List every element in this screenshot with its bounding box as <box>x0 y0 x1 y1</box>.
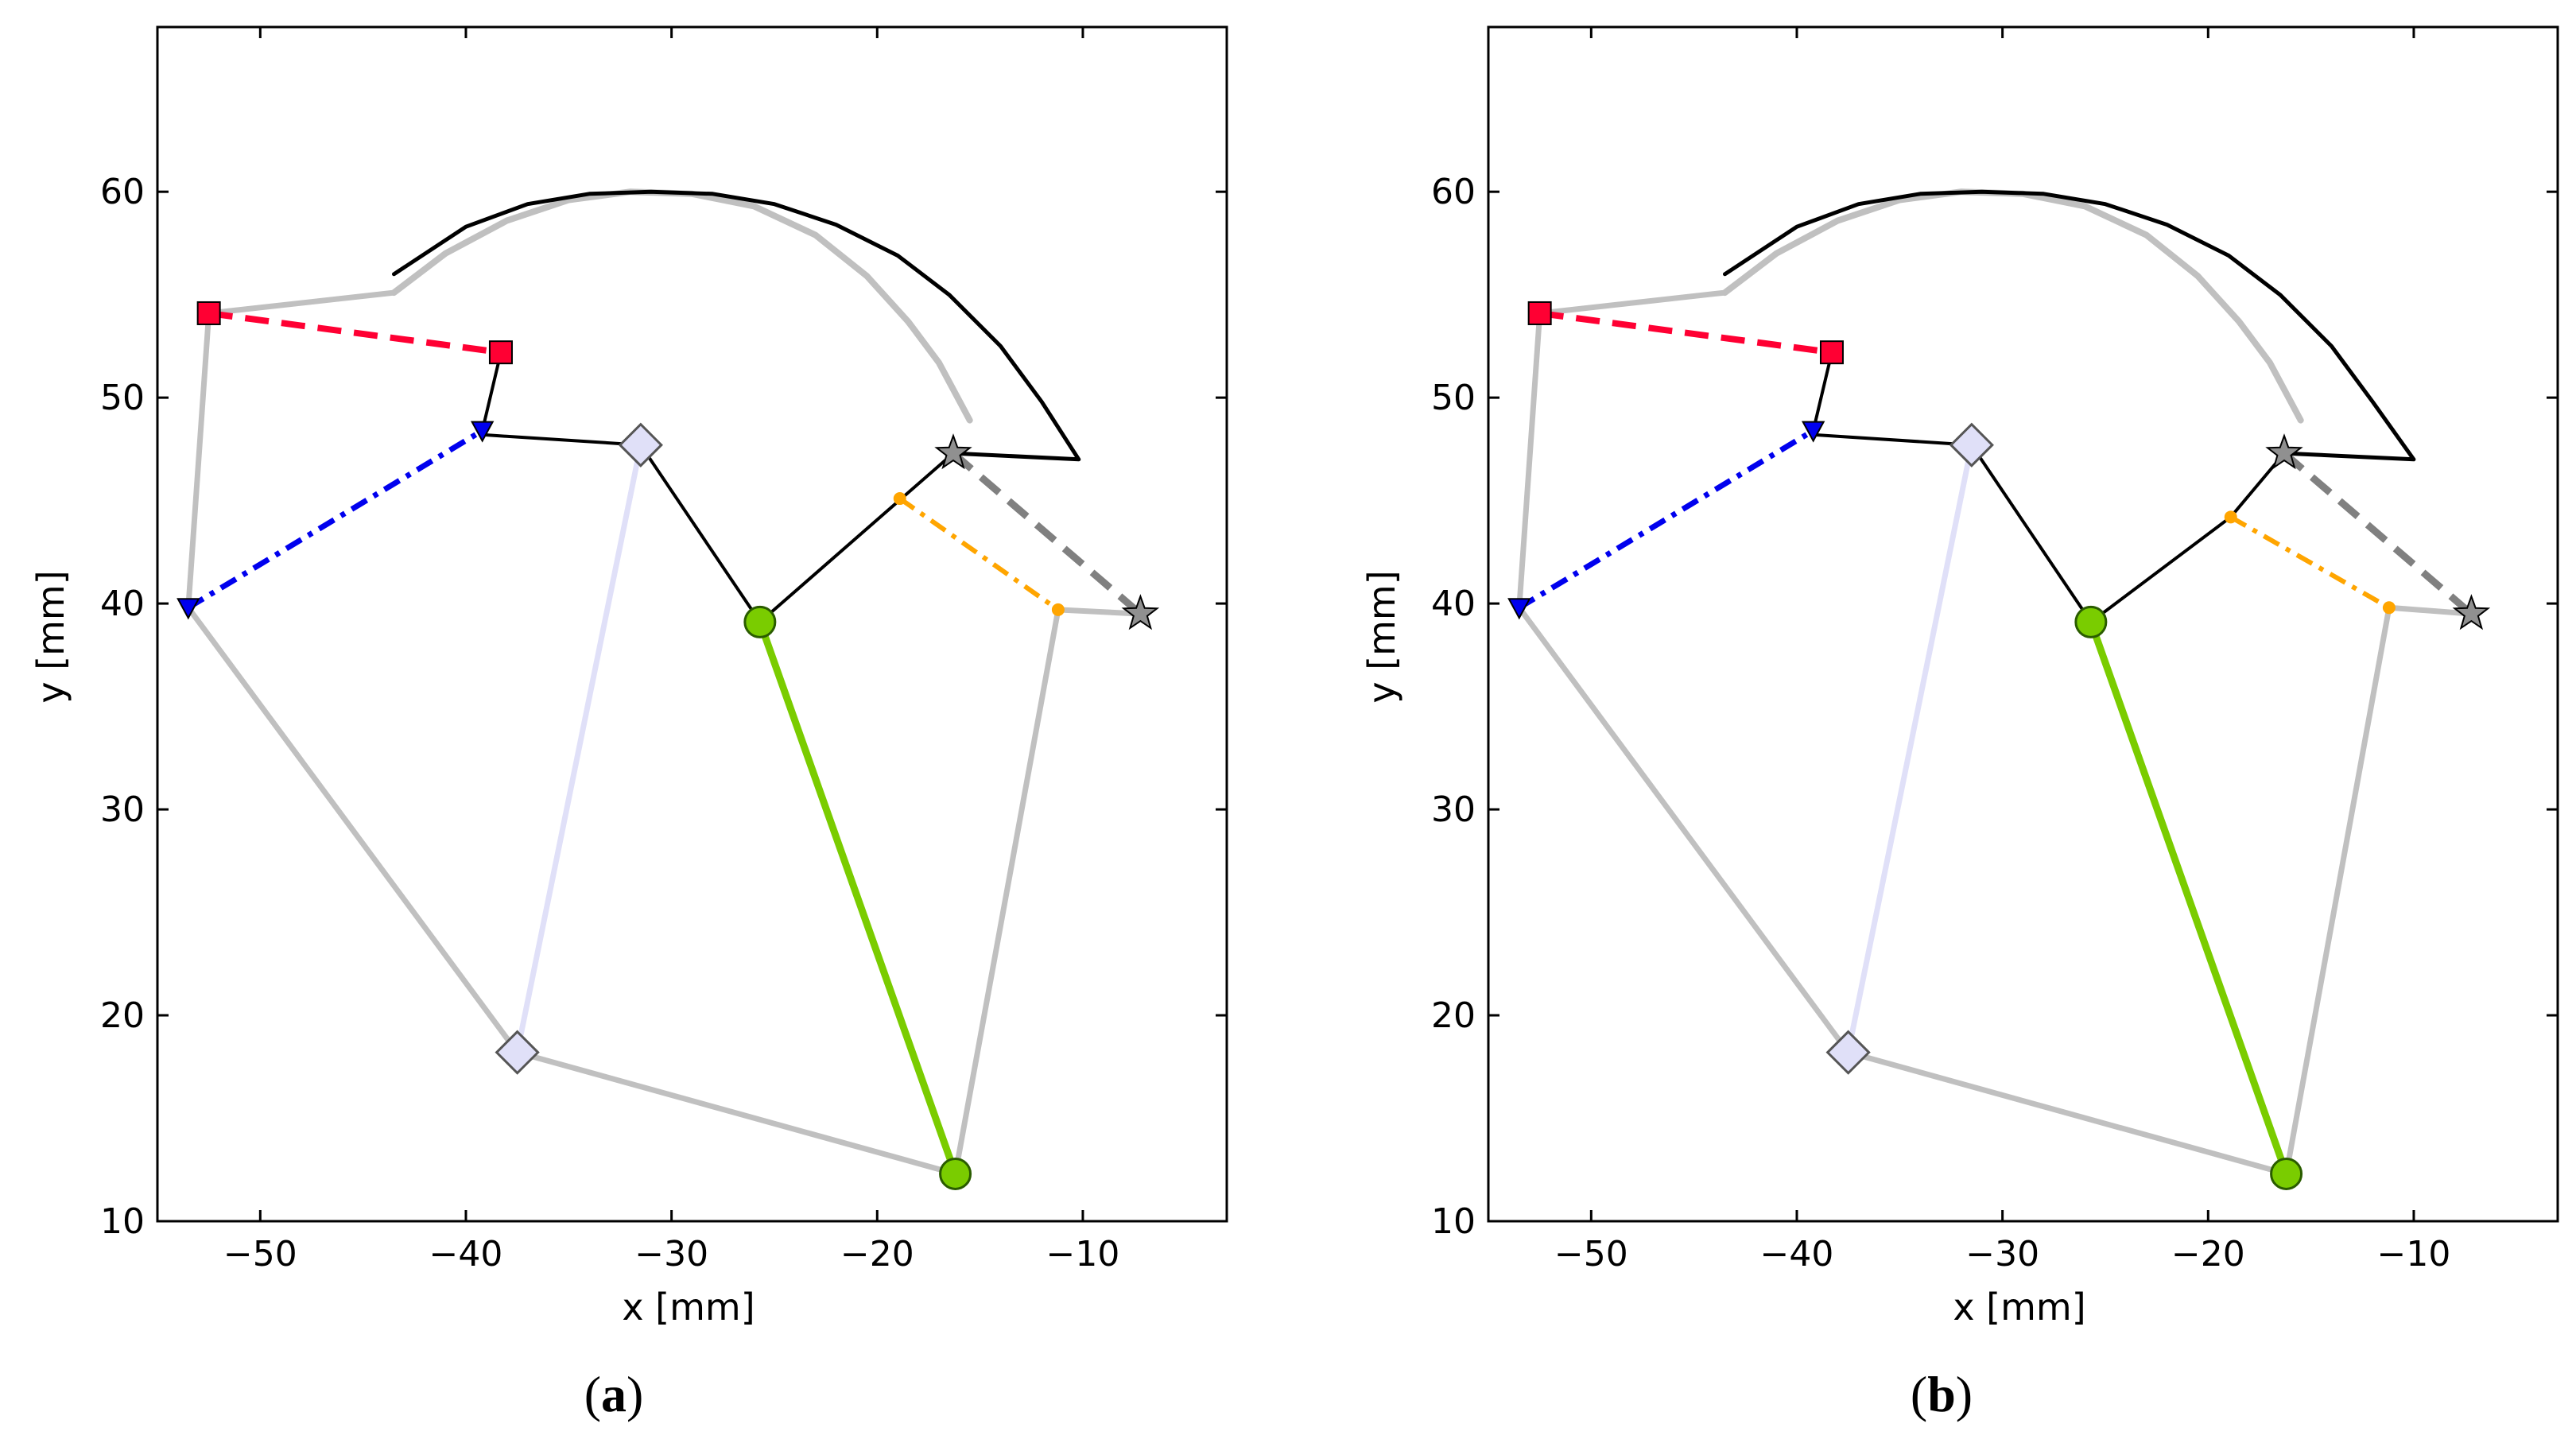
x-tick-label-a: −10 <box>1046 1234 1120 1274</box>
series-orange-dashdot-b <box>2229 514 2391 610</box>
series-red-dashed-b <box>1539 310 1833 356</box>
marker-green-circle-top-a <box>743 605 777 638</box>
marker-star-1-b <box>2265 433 2303 470</box>
series-grey-arc-b <box>1721 188 2304 424</box>
marker-blue-triangle-2-b <box>1507 598 1531 620</box>
marker-blue-triangle-1-a <box>470 421 495 443</box>
series-black-arc-b <box>1723 189 2416 462</box>
y-tick-label-a: 50 <box>100 378 145 418</box>
y-axis-label-b: y [mm] <box>1360 570 1403 703</box>
series-grey-arc-a <box>390 188 973 424</box>
x-tick-label-a: −20 <box>840 1234 914 1274</box>
series-red-dashed-a <box>208 310 502 356</box>
series-lavender-link-b <box>1845 442 1975 1056</box>
marker-green-circle-top-b <box>2074 605 2108 638</box>
panel-label-b-letter: b <box>1927 1366 1956 1422</box>
series-grey-dashed-a <box>951 450 1143 617</box>
series-black-linkage-a <box>480 351 955 624</box>
marker-green-circle-bottom-a <box>939 1157 972 1190</box>
series-green-link-a <box>756 618 960 1177</box>
y-tick-label-b: 10 <box>1431 1201 1476 1242</box>
panel-label-a: (a) <box>584 1366 644 1422</box>
marker-red-square-1-b <box>1527 301 1552 325</box>
marker-green-circle-bottom-b <box>2270 1157 2303 1190</box>
panel-label-b-close: ) <box>1956 1366 1973 1422</box>
y-tick-label-b: 20 <box>1431 995 1476 1036</box>
panel-a: −50 −40 −30 −20 −10 10 20 30 40 50 60 x [mm] y [mm… <box>29 25 1228 1422</box>
marker-orange-dot-1-b <box>2224 510 2237 524</box>
data-layer-b <box>1507 188 2491 1190</box>
x-axis-label-a: x [mm] <box>622 1286 755 1329</box>
series-green-link-b <box>2087 618 2291 1177</box>
panel-label-a-letter: a <box>601 1366 627 1422</box>
x-tick-label-b: −40 <box>1760 1234 1834 1274</box>
y-tick-label-b: 60 <box>1431 172 1476 212</box>
panel-label-b: (b) <box>1911 1366 1973 1422</box>
x-tick-label-a: −40 <box>429 1234 503 1274</box>
marker-orange-dot-1-a <box>893 492 906 506</box>
y-tick-label-a: 20 <box>100 995 145 1036</box>
x-tick-label-a: −30 <box>634 1234 708 1274</box>
marker-star-2-b <box>2452 594 2491 630</box>
y-tick-label-a: 60 <box>100 172 145 212</box>
marker-diamond-top-a <box>618 422 663 467</box>
y-tick-label-a: 30 <box>100 789 145 830</box>
x-tick-label-b: −10 <box>2377 1234 2451 1274</box>
x-tick-label-b: −20 <box>2171 1234 2245 1274</box>
marker-orange-dot-2-a <box>1051 603 1065 616</box>
axes-frame-a <box>156 25 1228 1223</box>
series-orange-dashdot-a <box>898 496 1060 612</box>
marker-star-2-a <box>1121 594 1160 630</box>
data-layer-a <box>177 188 1160 1190</box>
panel-label-b-open: ( <box>1911 1366 1927 1422</box>
x-axis-label-b: x [mm] <box>1953 1286 2085 1329</box>
y-tick-label-a: 10 <box>100 1201 145 1242</box>
marker-diamond-bottom-b <box>1825 1030 1871 1075</box>
marker-orange-dot-2-b <box>2382 601 2396 615</box>
x-tick-label-b: −50 <box>1554 1234 1628 1274</box>
y-tick-label-b: 40 <box>1431 584 1476 624</box>
panel-label-a-open: ( <box>584 1366 601 1422</box>
axes-frame-b <box>1487 25 2559 1223</box>
marker-red-square-2-a <box>488 340 513 365</box>
marker-diamond-bottom-a <box>495 1030 540 1075</box>
series-black-arc-a <box>392 189 1081 462</box>
marker-star-1-a <box>934 433 972 470</box>
marker-blue-triangle-1-b <box>1801 421 1825 443</box>
plot-area-a: −50 −40 −30 −20 −10 10 20 30 40 50 60 <box>100 25 1228 1274</box>
marker-blue-triangle-2-a <box>177 598 200 620</box>
y-tick-label-b: 30 <box>1431 789 1476 830</box>
panel-b: −50 −40 −30 −20 −10 10 20 30 40 50 60 x [mm] y [mm… <box>1360 25 2559 1422</box>
y-tick-label-b: 50 <box>1431 378 1476 418</box>
panel-label-a-close: ) <box>627 1366 643 1422</box>
marker-red-square-1-a <box>196 301 221 325</box>
marker-red-square-2-b <box>1819 340 1844 365</box>
y-tick-label-a: 40 <box>100 584 145 624</box>
series-lavender-link-a <box>514 442 644 1056</box>
marker-diamond-top-b <box>1949 422 1994 467</box>
x-tick-label-a: −50 <box>223 1234 297 1274</box>
plot-area-b: −50 −40 −30 −20 −10 10 20 30 40 50 60 <box>1431 25 2559 1274</box>
x-tick-label-b: −30 <box>1965 1234 2039 1274</box>
series-grey-dashed-b <box>2282 450 2474 617</box>
y-axis-label-a: y [mm] <box>29 570 72 703</box>
